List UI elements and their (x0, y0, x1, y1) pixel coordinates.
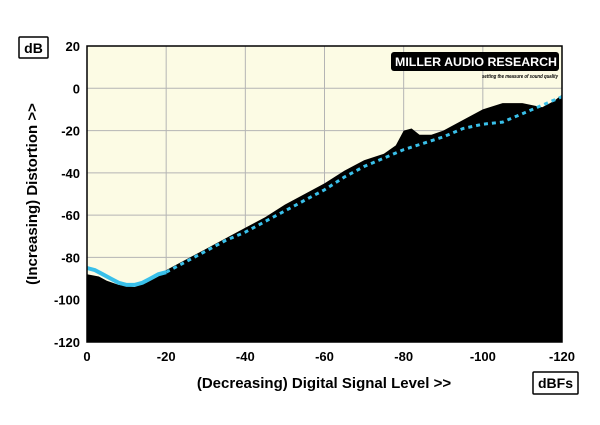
logo-name: MILLER AUDIO RESEARCH (395, 57, 557, 69)
y-tick-label: 0 (73, 81, 80, 96)
y-tick-label: 20 (66, 39, 80, 54)
x-tick-labels: 0 -20 -40 -60 -80 -100 -120 (83, 349, 575, 364)
y-tick-label: -60 (61, 208, 80, 223)
x-unit-label: dBFs (538, 375, 573, 391)
y-tick-label: -100 (54, 293, 80, 308)
y-tick-labels: 20 0 -20 -40 -60 -80 -100 -120 (54, 39, 80, 350)
logo-tagline: setting the measure of sound quality (482, 74, 559, 80)
x-tick-label: -120 (549, 349, 575, 364)
y-unit-label: dB (24, 40, 43, 56)
x-tick-label: -20 (157, 349, 176, 364)
x-tick-label: -100 (470, 349, 496, 364)
plot-frame (86, 45, 563, 343)
x-tick-label: -80 (394, 349, 413, 364)
x-tick-label: 0 (83, 349, 90, 364)
x-unit-box: dBFs (532, 371, 579, 395)
trace-solid-line (86, 266, 167, 287)
y-axis-title: (Increasing) Distortion >> (24, 103, 41, 285)
distortion-area (87, 94, 562, 342)
x-axis-title: (Decreasing) Digital Signal Level >> (197, 375, 451, 392)
y-tick-label: -80 (61, 250, 80, 265)
trace-dashed-line (165, 95, 563, 274)
y-tick-label: -40 (61, 166, 80, 181)
y-tick-label: -120 (54, 335, 80, 350)
x-tick-label: -40 (236, 349, 255, 364)
y-unit-box: dB (18, 36, 49, 59)
x-tick-label: -60 (315, 349, 334, 364)
y-tick-label: -20 (61, 124, 80, 139)
logo: MILLER AUDIO RESEARCH setting the measur… (391, 52, 559, 80)
